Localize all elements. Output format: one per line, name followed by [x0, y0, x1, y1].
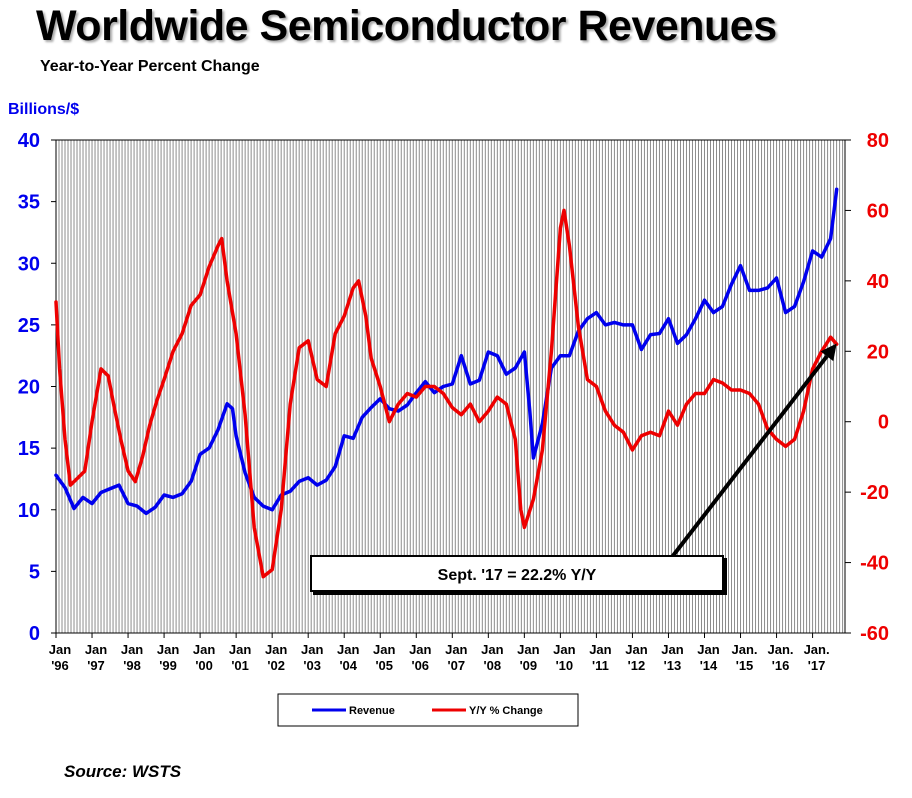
x-tick-label: Jan: [193, 642, 215, 657]
x-axis: Jan'96Jan'97Jan'98Jan'99Jan'00Jan'01Jan'…: [49, 633, 830, 673]
x-tick-label: Jan: [265, 642, 287, 657]
x-tick-label: Jan: [445, 642, 467, 657]
x-tick-label-year: '09: [520, 658, 538, 673]
chart-title: Worldwide Semiconductor Revenues: [36, 2, 777, 50]
x-tick-label: Jan.: [732, 642, 758, 657]
x-tick-label: Jan.: [804, 642, 830, 657]
y-right-tick-label: 20: [867, 341, 889, 363]
annotation-arrow: [670, 354, 829, 559]
y-left-tick-label: 40: [18, 130, 40, 152]
annotation-box: [310, 555, 724, 592]
x-tick-label-year: '04: [339, 658, 357, 673]
x-tick-label-year: '97: [87, 658, 105, 673]
x-tick-label-year: '10: [556, 658, 574, 673]
x-tick-label-year: '07: [448, 658, 466, 673]
y-left-tick-label: 20: [18, 377, 40, 399]
x-tick-label: Jan: [49, 642, 71, 657]
x-tick-label: Jan: [409, 642, 431, 657]
x-tick-label-year: '16: [772, 658, 790, 673]
annotation-arrow-head: [820, 343, 837, 362]
x-tick-label: Jan: [517, 642, 539, 657]
x-tick-label-year: '03: [303, 658, 321, 673]
source-note: Source: WSTS: [64, 762, 182, 781]
annotation-text: Sept. '17 = 22.2% Y/Y: [438, 567, 597, 584]
x-tick-label-year: '12: [628, 658, 646, 673]
y-left-tick-label: 35: [18, 192, 40, 214]
chart-subtitle: Year-to-Year Percent Change: [40, 58, 260, 75]
x-tick-label-year: '96: [51, 658, 69, 673]
legend-label-revenue: Revenue: [349, 705, 395, 717]
x-tick-label: Jan: [481, 642, 503, 657]
y-left-axis-label: Billions/$: [8, 101, 79, 118]
x-tick-label: Jan: [301, 642, 323, 657]
y-right-tick-label: 80: [867, 130, 889, 152]
x-tick-label: Jan: [85, 642, 107, 657]
y-left-tick-label: 30: [18, 253, 40, 275]
series-yoy-change-line: [54, 208, 839, 579]
x-tick-label-year: '11: [592, 658, 609, 673]
legend-label-yoy: Y/Y % Change: [469, 705, 543, 717]
series-lines: [54, 187, 839, 579]
y-right-tick-label: 60: [867, 200, 889, 222]
x-tick-label-year: '98: [123, 658, 141, 673]
x-tick-label: Jan: [661, 642, 683, 657]
y-left-axis: 0 5 10 15 20 25 30 35 40: [18, 130, 56, 645]
x-tick-label-year: '06: [411, 658, 429, 673]
x-tick-label: Jan: [553, 642, 575, 657]
x-tick-label: Jan: [697, 642, 719, 657]
x-tick-label-year: '02: [267, 658, 285, 673]
x-tick-label-year: '99: [159, 658, 177, 673]
x-tick-label-year: '08: [484, 658, 502, 673]
x-tick-label: Jan: [229, 642, 251, 657]
x-tick-label-year: '15: [736, 658, 754, 673]
x-tick-label-year: '00: [195, 658, 213, 673]
y-right-tick-label: -20: [860, 482, 889, 504]
y-right-tick-label: -40: [860, 553, 889, 575]
x-tick-label: Jan: [337, 642, 359, 657]
x-tick-label-year: '14: [700, 658, 718, 673]
x-tick-label-year: '05: [375, 658, 393, 673]
x-tick-label-year: '13: [664, 658, 682, 673]
x-tick-label: Jan.: [768, 642, 794, 657]
y-right-tick-label: 40: [867, 271, 889, 293]
y-right-axis: -60 -40 -20 0 20 40 60 80: [845, 130, 889, 645]
x-tick-label: Jan: [589, 642, 611, 657]
y-left-tick-label: 15: [18, 438, 40, 460]
y-left-tick-label: 5: [29, 561, 40, 583]
y-left-tick-label: 10: [18, 500, 40, 522]
x-tick-label: Jan: [121, 642, 143, 657]
y-left-tick-label: 0: [29, 623, 40, 645]
x-tick-label: Jan: [373, 642, 395, 657]
y-right-tick-label: -60: [860, 623, 889, 645]
x-tick-label-year: '17: [808, 658, 826, 673]
x-tick-label-year: '01: [231, 658, 249, 673]
y-left-tick-label: 25: [18, 315, 40, 337]
x-tick-label: Jan: [625, 642, 647, 657]
y-right-tick-label: 0: [878, 412, 889, 434]
series-revenue-line: [54, 187, 839, 516]
x-tick-label: Jan: [157, 642, 179, 657]
